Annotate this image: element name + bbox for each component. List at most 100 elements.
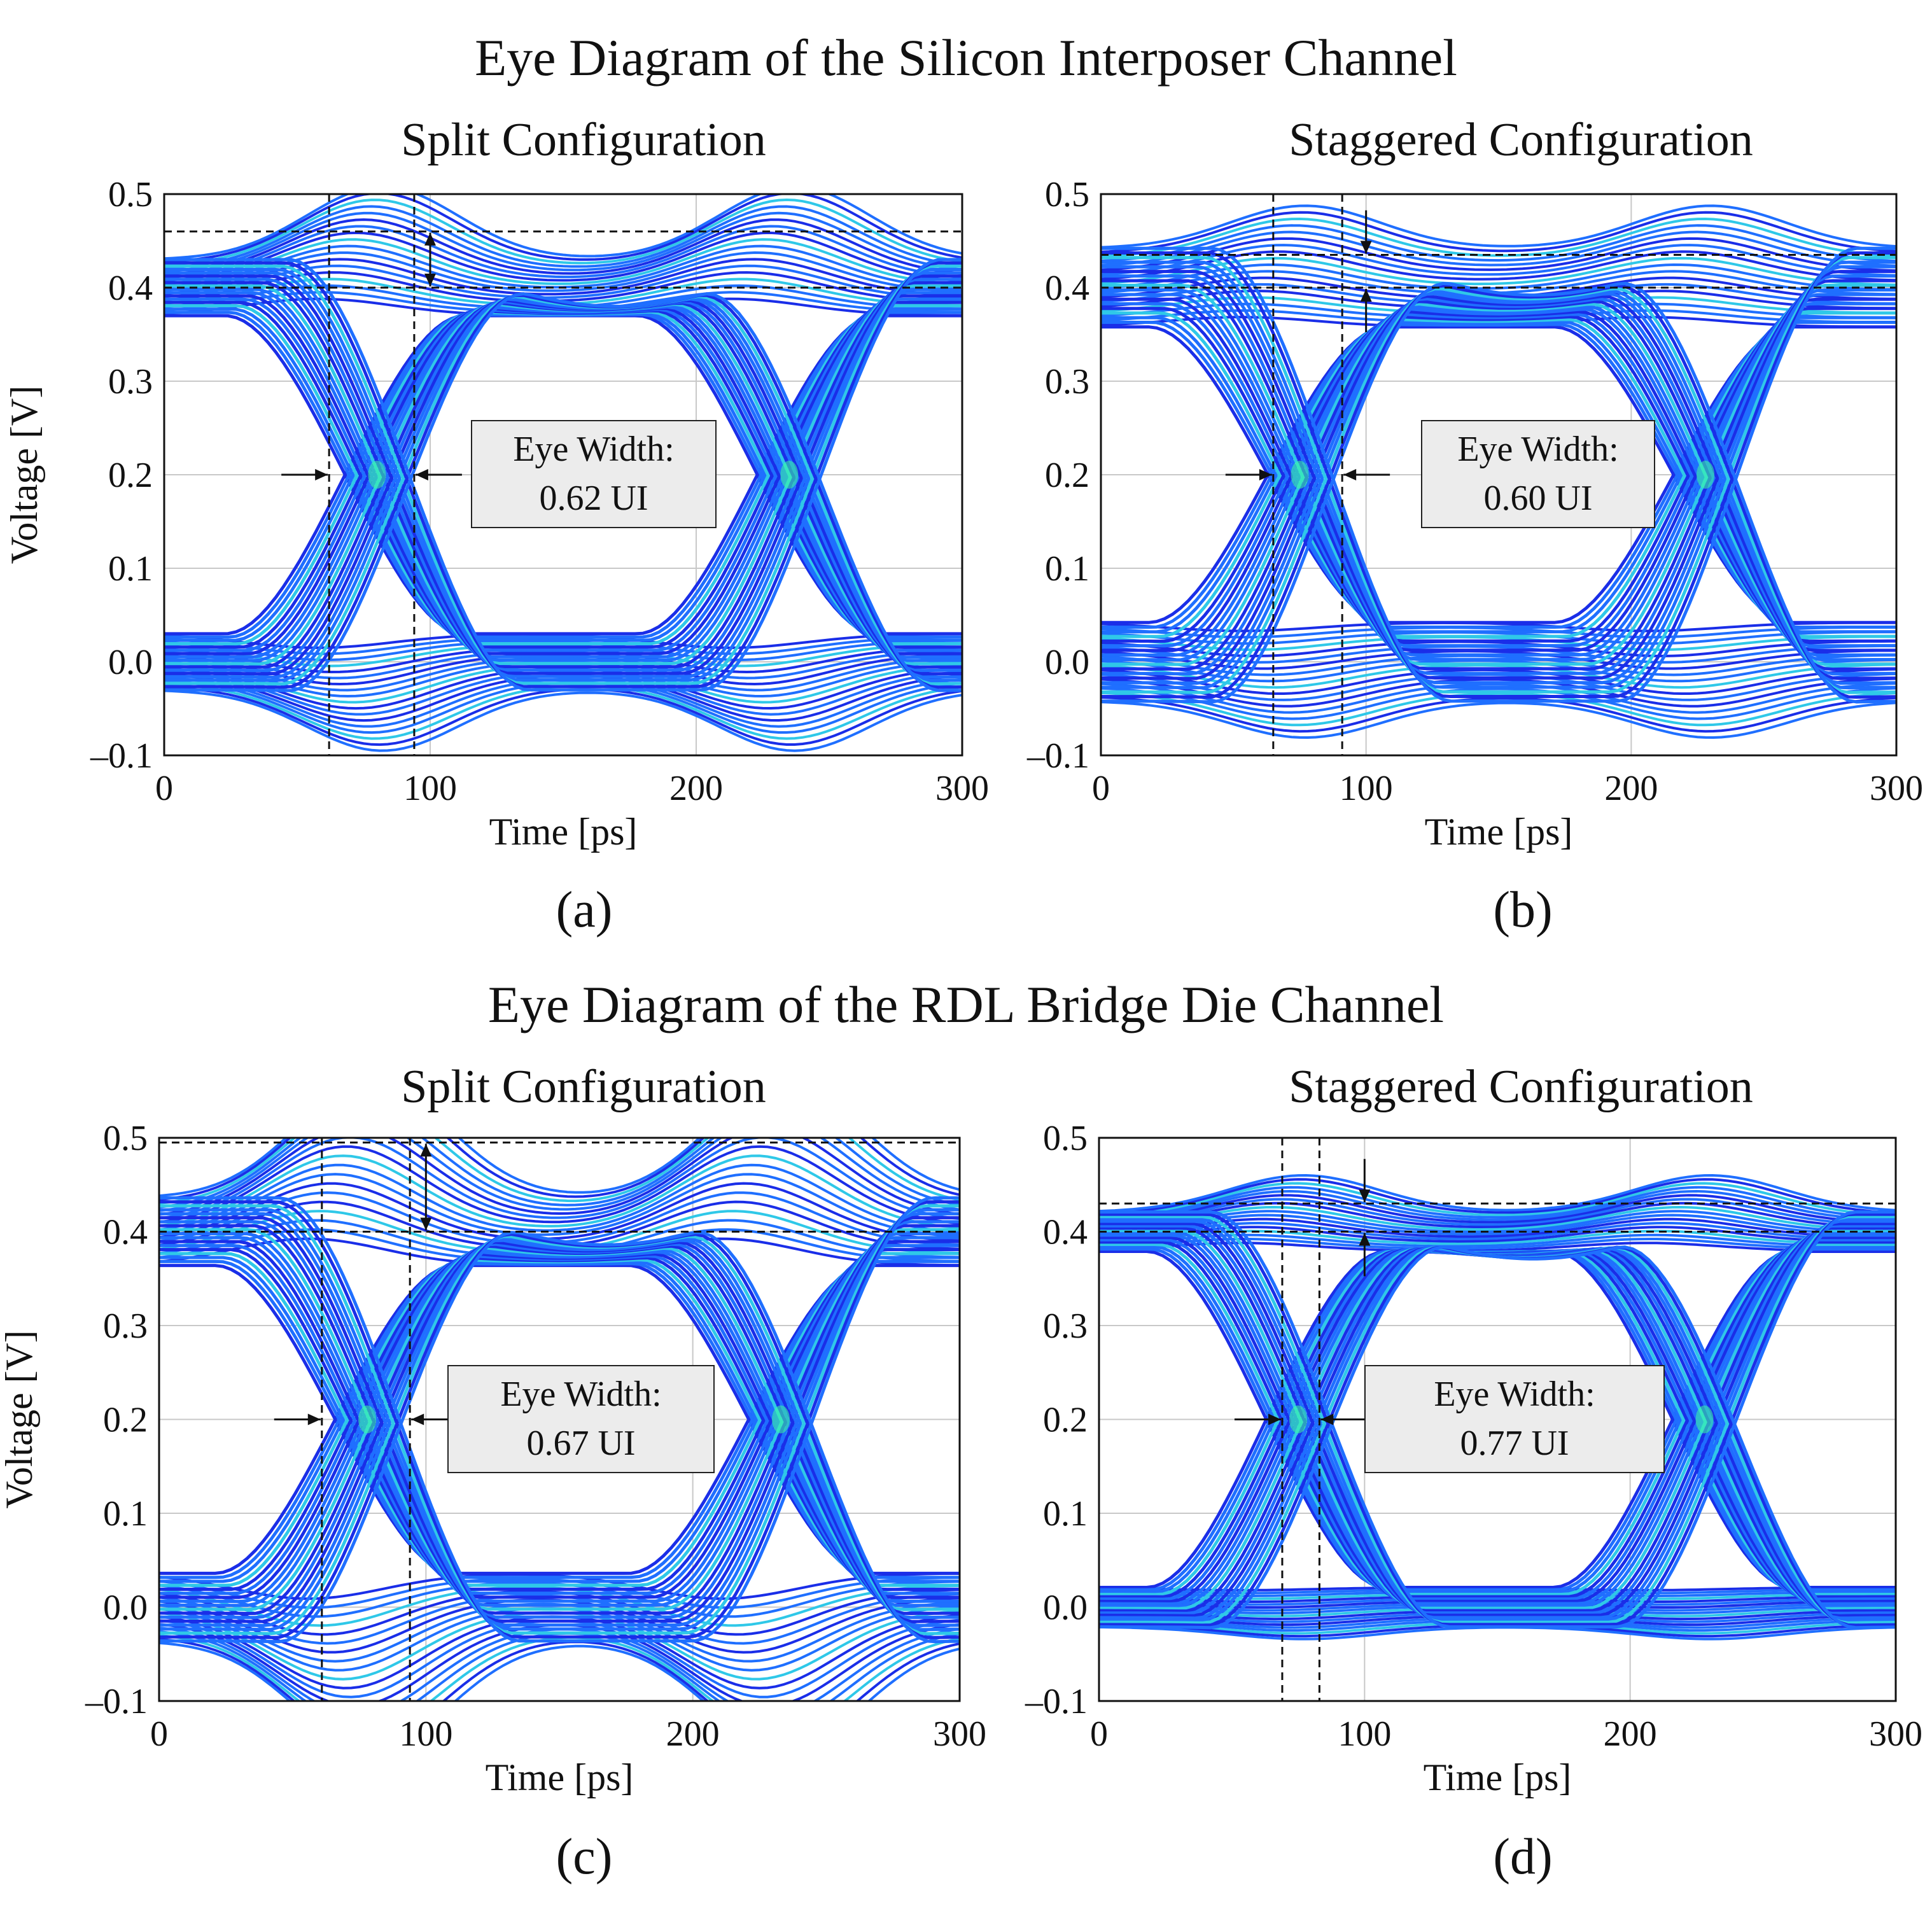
eye-trace-low [1099,1616,1896,1629]
eye-trace-high [159,1138,960,1198]
eye-trace-low [1099,1625,1896,1641]
eye-width-box-b: Eye Width: 0.60 UI [1421,420,1655,528]
eye-trace-high [1101,244,1896,277]
eye-trace-low [1101,640,1896,657]
eye-width-value: 0.60 UI [1483,479,1593,519]
overshoot-arrow-down-head [420,1217,432,1231]
eye-trace-high [159,1138,960,1205]
eye-trace-fall [164,307,962,642]
eye-trace-rise [1101,305,1896,662]
eye-trace-high [1101,250,1896,282]
eye-trace-high [159,1182,960,1242]
panel-label-a: (a) [556,882,613,938]
eye-trace-high [164,231,962,283]
crossing-hotspot [358,1405,377,1434]
x-tick-label: 200 [666,1714,720,1754]
panel-label-c: (c) [556,1829,613,1885]
eye-trace-high [1099,1189,1896,1222]
eye-trace-low [1101,658,1896,683]
crossing-hotspot [1695,1405,1714,1434]
eye-trace-fall [164,304,962,645]
eye-trace-high [1101,256,1896,286]
eye-trace-high [1099,1221,1896,1241]
plot-frame [163,193,963,757]
x-tick-label: 200 [669,769,723,808]
eye-trace-high [164,238,962,286]
eye-trace-low [159,1641,960,1701]
eye-trace-fall [164,281,962,669]
section-title-silicon-interposer: Eye Diagram of the Silicon Interposer Ch… [475,29,1457,87]
x-axis-label: Time [ps] [1425,811,1573,853]
subtitle-panel-a: Split Configuration [401,114,766,166]
eye-trace-rise [1101,284,1896,699]
eye-trace-fall [159,1232,960,1607]
section-title-rdl-bridge: Eye Diagram of the RDL Bridge Die Channe… [487,976,1445,1033]
y-tick-label: 0.3 [1045,362,1089,402]
x-tick-label: 0 [155,769,173,808]
eye-trace-high [1101,204,1896,249]
y-tick-label: 0.5 [1043,1119,1088,1158]
y-tick-label: 0.2 [1043,1401,1088,1440]
eye-trace-rise [1101,294,1896,680]
x-axis-label: Time [ps] [1424,1756,1572,1798]
plot-frame [1098,1137,1897,1702]
y-tick-label: 0.0 [1045,643,1089,682]
x-tick-label: 200 [1604,769,1658,808]
eye-width-label: Eye Width: [1457,430,1619,469]
eye-trace-fall [1101,288,1896,661]
x-axis-label: Time [ps] [489,811,638,853]
eye-trace-high [1099,1186,1896,1219]
overshoot-arrow-up-head [424,232,436,246]
eye-trace-low [1099,1619,1896,1632]
eye-traces [164,194,962,752]
overshoot-arrow-up-head [420,1144,432,1157]
x-tick-label: 100 [399,1714,452,1754]
eye-trace-low [1101,682,1896,714]
eye-trace-fall [1101,270,1896,680]
eye-width-box-d: Eye Width: 0.77 UI [1364,1365,1665,1473]
plot-frame [1100,193,1898,757]
eye-trace-low [1099,1597,1896,1606]
eye-trace-high [1099,1173,1896,1213]
eye-trace-low [1101,644,1896,664]
eye-trace-high [164,198,962,267]
eye-trace-fall [1101,279,1896,671]
crossing-hotspot [780,461,799,489]
eye-width-arrow-left-head [315,469,328,480]
eye-trace-high [159,1138,960,1216]
y-tick-label: 0.1 [1043,1494,1088,1534]
eye-trace-fall [164,297,962,652]
eye-trace-low [159,1637,960,1701]
eye-trace-fall [1101,251,1896,698]
y-tick-label: 0.4 [1043,1213,1088,1252]
eye-trace-low [1101,673,1896,701]
eye-trace-high [1099,1214,1896,1236]
eye-trace-fall [164,258,962,692]
eye-width-label: Eye Width: [513,430,675,469]
eye-trace-high [1101,237,1896,272]
eye-traces [1099,1173,1896,1641]
eye-trace-low [1101,691,1896,727]
eye-trace-high [159,1138,960,1201]
eye-trace-fall [1101,256,1896,694]
x-tick-label: 200 [1604,1714,1657,1754]
subtitle-panel-d: Staggered Configuration [1289,1061,1753,1113]
eye-trace-high [1099,1194,1896,1224]
eye-trace-fall [164,300,962,649]
eye-trace-low [1099,1602,1896,1612]
crossing-hotspot [1697,461,1714,489]
eye-width-arrow-left-head [1259,469,1272,480]
x-tick-label: 0 [150,1714,168,1754]
eye-trace-low [1101,701,1896,739]
eye-trace-rise [159,1238,960,1628]
eye-trace-low [164,646,962,674]
overshoot-arrow-up-head [1360,289,1372,302]
crossing-hotspot [1289,1405,1307,1434]
eye-trace-fall [159,1228,960,1611]
eye-width-label: Eye Width: [500,1375,662,1414]
y-tick-label: –0.1 [1026,736,1089,776]
eye-trace-rise [164,292,962,692]
eye-trace-fall [164,277,962,672]
eye-diagram-chart-d: 0 100 200 300 –0.1 0.0 0.1 0.2 0.3 0.4 0.5 Time [ps… [1025,1119,1922,1798]
crossing-hotspot [1291,461,1309,489]
